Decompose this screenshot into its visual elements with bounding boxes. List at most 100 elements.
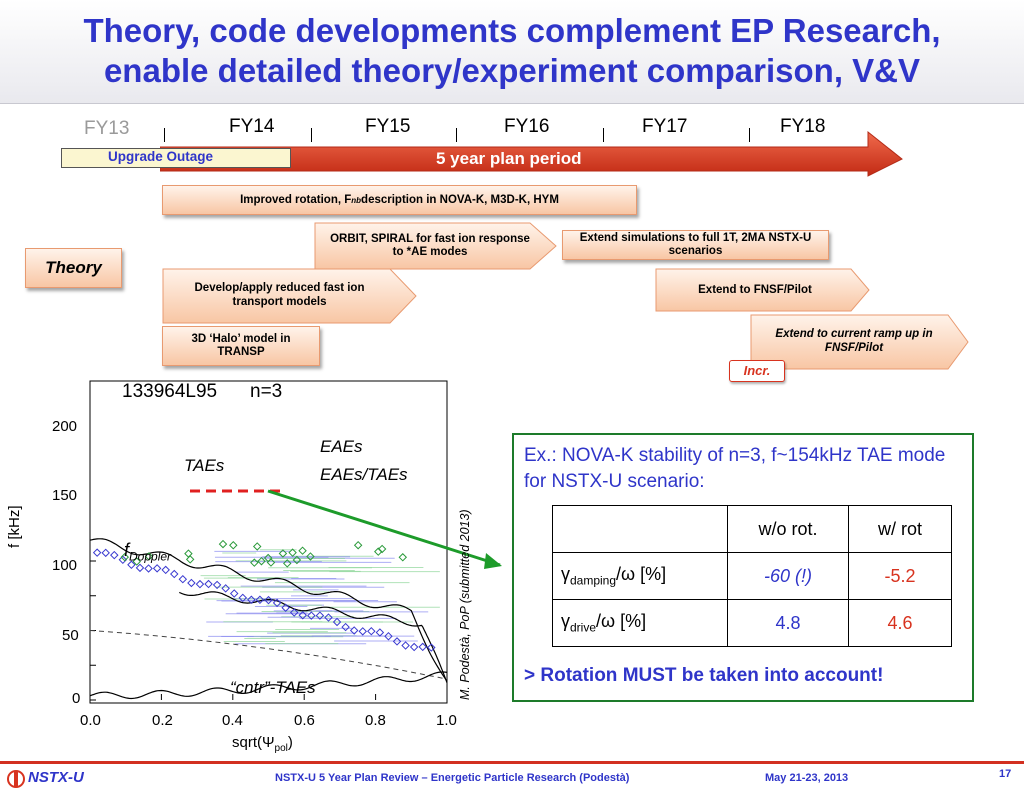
mode-marker-green	[283, 559, 292, 568]
plot-ticks	[89, 560, 448, 701]
mode-marker	[152, 564, 162, 573]
mode-marker	[204, 579, 213, 589]
mode-marker	[358, 627, 367, 636]
footer-logo-text: NSTX-U	[28, 769, 84, 786]
mode-marker	[221, 584, 230, 593]
conclusion-text: > Rotation MUST be taken into account!	[524, 665, 884, 686]
xlabel-main: sqrt(Ψ	[232, 734, 275, 751]
mode-marker	[324, 613, 333, 622]
timeline-tick	[164, 128, 165, 142]
slide-title-area: Theory, code developments complement EP …	[0, 0, 1024, 104]
damping-tail: /ω [%]	[616, 564, 667, 585]
fy17-label: FY17	[642, 116, 688, 137]
n-mode-label: n=3	[250, 381, 283, 402]
xtick-0.8: 0.8	[365, 712, 386, 729]
mode-marker	[418, 642, 427, 652]
footer-center: NSTX-U 5 Year Plan Review – Energetic Pa…	[275, 772, 630, 784]
task-orbit-label: ORBIT, SPIRAL for fast ion response to *…	[330, 233, 530, 258]
damping-gamma: γ	[561, 564, 570, 585]
mode-marker	[409, 642, 419, 652]
fdoppler-annotation: fDoppler	[124, 540, 171, 564]
xtick-0.2: 0.2	[152, 712, 173, 729]
table-header-empty	[552, 505, 728, 553]
task-halo-model: 3D ‘Halo’ model in TRANSP	[162, 326, 320, 366]
timeline-tick	[311, 128, 312, 142]
upgrade-outage-label: Upgrade Outage	[108, 149, 214, 164]
task-reduced-label: Develop/apply reduced fast ion transport…	[194, 282, 365, 308]
ytick-0: 0	[72, 690, 81, 707]
mode-marker	[272, 598, 282, 608]
mode-marker-green	[292, 555, 302, 565]
ytick-150: 150	[52, 487, 78, 504]
mode-marker	[135, 563, 145, 573]
stability-table: w/o rot. w/ rot γdamping/ω [%] -60 (!) -…	[552, 505, 952, 647]
table-row: w/o rot. w/ rot	[552, 505, 952, 553]
fy14-label: FY14	[229, 116, 275, 137]
xlabel-tail: )	[287, 734, 293, 751]
timeline-tick	[749, 128, 750, 142]
mode-marker-green	[229, 540, 238, 550]
xtick-1.0: 1.0	[436, 712, 457, 729]
mode-marker-green	[306, 552, 315, 561]
mode-marker	[229, 589, 239, 598]
damping-w-rot-value: -5.2	[848, 552, 952, 600]
example-box: Ex.: NOVA-K stability of n=3, f~154kHz T…	[512, 433, 974, 702]
nstx-logo-icon	[7, 770, 25, 788]
task-fnsf-arrow	[655, 268, 870, 312]
table-row-damping-label: γdamping/ω [%]	[552, 552, 728, 600]
plot-lines	[89, 538, 448, 700]
pointer-arrow-line	[267, 489, 501, 567]
task-extend-simulations: Extend simulations to full 1T, 2MA NSTX-…	[562, 230, 829, 260]
mode-marker-green	[132, 557, 142, 566]
mode-marker	[281, 603, 290, 612]
doppler-line	[89, 630, 448, 680]
mode-marker	[247, 595, 256, 605]
example-text: Ex.: NOVA-K stability of n=3, f~154kHz T…	[524, 445, 946, 492]
mode-marker-green	[257, 556, 266, 566]
mode-marker	[187, 578, 196, 588]
plot-ylabel: f [kHz]	[6, 505, 23, 548]
timeline-tick	[603, 128, 604, 142]
mode-marker	[315, 611, 325, 620]
task-improved-rotation-sub: nb	[351, 195, 362, 205]
continuum-mid	[179, 591, 448, 684]
mode-marker	[212, 580, 222, 590]
damping-sub: damping	[570, 573, 617, 588]
plan-period-label: 5 year plan period	[436, 149, 582, 168]
fdoppler-main: f	[124, 540, 130, 560]
xtick-0.0: 0.0	[80, 712, 101, 729]
table-header-wo-rot: w/o rot.	[727, 505, 849, 553]
table-row-drive-label: γdrive/ω [%]	[552, 599, 728, 647]
mode-marker	[341, 622, 350, 632]
mode-marker	[238, 593, 248, 603]
ytick-50: 50	[62, 627, 79, 644]
plan-period-arrow	[160, 130, 903, 177]
mode-marker-green	[266, 558, 276, 567]
table-row: γdamping/ω [%] -60 (!) -5.2	[552, 552, 952, 600]
mode-marker	[127, 560, 136, 570]
mode-marker-green	[144, 552, 154, 561]
pointer-arrow-head	[484, 553, 502, 569]
xtick-0.4: 0.4	[222, 712, 243, 729]
cntr-taes-annotation: “cntr”-TAEs	[230, 678, 316, 697]
mode-marker	[375, 628, 385, 637]
slide-title-line2: enable detailed theory/experiment compar…	[103, 52, 921, 89]
task-halo-model-text: 3D ‘Halo’ model in TRANSP	[191, 333, 291, 358]
mode-marker	[118, 555, 128, 565]
drive-gamma: γ	[561, 611, 570, 632]
task-extend-simulations-text: Extend simulations to full 1T, 2MA NSTX-…	[579, 232, 812, 257]
mode-marker	[195, 579, 205, 589]
mode-marker-green	[374, 547, 383, 556]
mode-marker-green	[353, 540, 363, 550]
mode-marker	[307, 611, 316, 620]
mode-marker-green	[278, 549, 288, 558]
mode-marker	[178, 574, 188, 584]
xlabel-sub: pol	[274, 743, 288, 754]
plot-frame	[89, 380, 448, 704]
mode-marker	[392, 637, 402, 646]
cntr-tae-curve	[89, 671, 448, 700]
mode-marker	[384, 632, 393, 641]
mode-marker-green	[184, 549, 193, 558]
task-improved-rotation-text: Improved rotation, F	[240, 193, 352, 206]
